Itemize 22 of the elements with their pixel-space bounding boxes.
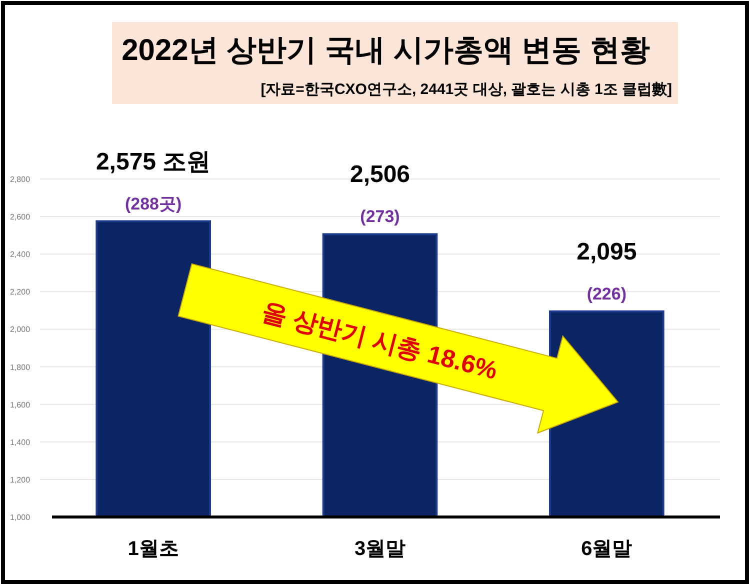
x-tick-label: 3월말 <box>354 538 406 560</box>
annotation: 올 상반기 시총 18.6% <box>259 298 500 386</box>
data-label: 2,095 <box>576 238 637 266</box>
y-tick-label: 1,000 <box>10 513 31 522</box>
data-label: 2,506 <box>350 161 410 188</box>
y-tick-label: 1,600 <box>10 400 31 410</box>
y-tick-label: 1,200 <box>10 475 31 484</box>
chart-subtitle: [자료=한국CXO연구소, 2441곳 대상, 괄호는 시총 1조 클럽數] <box>260 81 672 98</box>
y-tick-label: 2,800 <box>10 175 31 184</box>
y-tick-label: 1,400 <box>10 438 31 447</box>
x-tick-label: 6월말 <box>581 538 632 560</box>
annotation: (273) <box>360 207 400 226</box>
annotation: (288곳) <box>124 194 182 214</box>
annotation: (226) <box>586 284 627 304</box>
y-tick-label: 2,000 <box>10 325 31 334</box>
y-tick-label: 2,200 <box>10 288 31 297</box>
y-tick-label: 2,600 <box>10 212 31 222</box>
y-tick-label: 1,800 <box>10 362 31 372</box>
y-tick-label: 2,400 <box>10 250 31 260</box>
x-tick-label: 1월초 <box>128 538 179 560</box>
data-label: 2,575 조원 <box>96 148 211 176</box>
chart-title: 2022년 상반기 국내 시가총액 변동 현황 <box>122 34 650 67</box>
